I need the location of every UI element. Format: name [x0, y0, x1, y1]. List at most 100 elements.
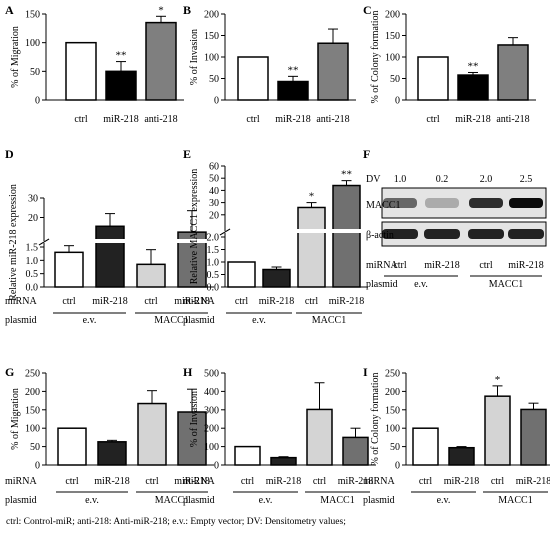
mirna-group-label: miR-218: [444, 476, 480, 487]
plasmid-group-label: e.v.: [414, 279, 428, 290]
mirna-group-label: miR-218: [338, 476, 374, 487]
mirna-group-label: ctrl: [491, 476, 505, 487]
mirna-group-label: miR-218: [516, 476, 550, 487]
dv-value: 2.0: [480, 174, 493, 185]
axis-break-mark: [219, 228, 231, 236]
y-tick-label: 200: [204, 10, 219, 21]
y-tick-label: 0: [395, 96, 400, 107]
significance-mark: *: [309, 191, 315, 203]
y-tick-label: 150: [25, 405, 40, 416]
y-tick-label: 1.0: [26, 256, 39, 267]
y-tick-label: 50: [30, 67, 40, 78]
y-tick-label: 200: [385, 10, 400, 21]
mirna-group-label: ctrl: [62, 296, 76, 307]
blot-band: [425, 198, 459, 208]
significance-mark: **: [341, 169, 352, 181]
plasmid-group-label: e.v.: [252, 315, 266, 326]
dv-label: DV: [366, 174, 381, 185]
row-label-mirna: miRNA: [183, 476, 215, 487]
x-tick-label: miR-218: [455, 114, 491, 125]
y-tick-label: 1.0: [207, 258, 220, 269]
plasmid-group-label: MACC1: [320, 495, 354, 506]
figure-footnote: ctrl: Control-miR; anti-218: Anti-miR-21…: [6, 517, 346, 527]
bar: [237, 56, 269, 101]
x-tick-label: miR-218: [103, 114, 139, 125]
y-tick-label: 30: [209, 198, 219, 209]
y-tick-label: 300: [204, 405, 219, 416]
mirna-group-label: miR-218: [94, 476, 130, 487]
axis-gap: [95, 239, 125, 243]
mirna-group-label: ctrl: [144, 296, 158, 307]
band-label-macc1: MACC1: [366, 200, 400, 211]
panel-label-b: B: [183, 3, 191, 17]
y-tick-label: 100: [204, 442, 219, 453]
y-tick-label: 100: [25, 424, 40, 435]
row-label-plasmid: plasmid: [183, 315, 215, 326]
y-axis-label: Relative MACC1 expression: [189, 169, 200, 285]
y-axis-label: % of Invasion: [189, 391, 200, 447]
x-tick-label: anti-218: [316, 114, 349, 125]
mirna-group-label: ctrl: [313, 476, 327, 487]
plasmid-group-label: e.v.: [259, 495, 273, 506]
y-tick-label: 30: [28, 194, 38, 205]
axis-gap: [297, 229, 326, 233]
mirna-group-label: ctrl: [419, 476, 433, 487]
bar: [262, 268, 291, 288]
dv-value: 0.2: [436, 174, 449, 185]
row-label-mirna: miRNA: [366, 260, 398, 271]
mirna-group-label: miR-218: [174, 296, 210, 307]
bar: [332, 184, 361, 288]
y-tick-label: 0: [35, 461, 40, 472]
row-label-mirna: miRNA: [5, 296, 37, 307]
panel-label-h: H: [183, 365, 193, 379]
significance-mark: **: [468, 60, 479, 72]
mirna-group-label: miR-218: [174, 476, 210, 487]
mirna-group-label: ctrl: [241, 476, 255, 487]
mirna-group-label: ctrl: [145, 476, 159, 487]
axis-gap: [177, 239, 207, 243]
mirna-group-label: miR-218: [259, 296, 295, 307]
plasmid-group-label: MACC1: [154, 315, 188, 326]
significance-mark: **: [288, 64, 299, 76]
y-tick-label: 0.5: [207, 270, 220, 281]
bar: [234, 445, 261, 466]
y-tick-label: 0.0: [26, 283, 39, 294]
blot-band: [508, 229, 544, 239]
mirna-group-label: ctrl: [305, 296, 319, 307]
row-label-mirna: miRNA: [183, 296, 215, 307]
bar: [277, 80, 309, 101]
bar: [297, 206, 326, 288]
bar: [417, 56, 449, 101]
plasmid-group-label: e.v.: [85, 495, 99, 506]
bar: [342, 436, 369, 466]
band-label-actin: β-actin: [366, 230, 394, 241]
plasmid-group-label: MACC1: [489, 279, 523, 290]
mirna-group-label: miR-218: [508, 260, 544, 271]
significance-mark: *: [158, 4, 164, 16]
y-tick-label: 0: [214, 461, 219, 472]
bar: [105, 70, 137, 101]
bar: [145, 21, 177, 101]
panel-label-e: E: [183, 147, 191, 161]
bar: [227, 261, 256, 288]
row-label-plasmid: plasmid: [363, 495, 395, 506]
y-tick-label: 200: [25, 387, 40, 398]
y-tick-label: 500: [204, 369, 219, 380]
y-axis-label: % of Migration: [10, 388, 21, 450]
panel-label-c: C: [363, 3, 372, 17]
y-tick-label: 0.5: [26, 269, 39, 280]
y-axis-label: % of Colony formation: [370, 372, 381, 465]
y-tick-label: 150: [204, 31, 219, 42]
mirna-group-label: ctrl: [235, 296, 249, 307]
x-tick-label: miR-218: [275, 114, 311, 125]
row-label-plasmid: plasmid: [5, 495, 37, 506]
panel-label-a: A: [5, 3, 14, 17]
y-tick-label: 0: [214, 96, 219, 107]
panel-label-f: F: [363, 147, 370, 161]
bar: [136, 263, 166, 288]
bar: [57, 427, 87, 466]
y-axis-label: % of Colony formation: [370, 10, 381, 103]
mirna-group-label: miR-218: [266, 476, 302, 487]
y-axis-label: % of Invasion: [189, 29, 200, 85]
y-tick-label: 100: [25, 38, 40, 49]
